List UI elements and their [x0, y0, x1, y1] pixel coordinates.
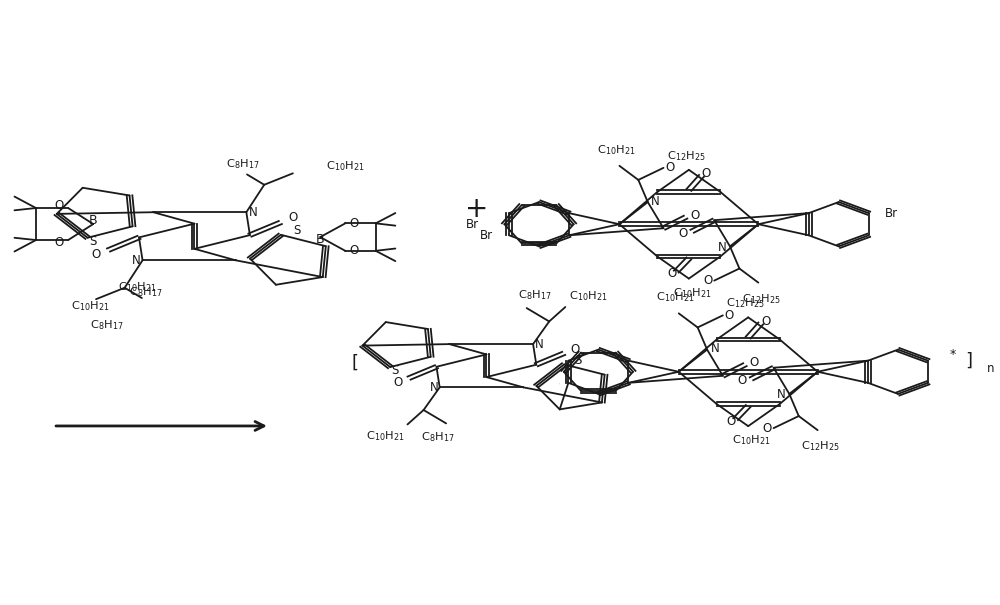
- Text: S: S: [89, 235, 96, 249]
- Text: O: O: [665, 162, 675, 174]
- Text: O: O: [55, 236, 64, 249]
- Text: C$_{10}$H$_{21}$: C$_{10}$H$_{21}$: [597, 143, 636, 157]
- Text: Br: Br: [884, 207, 898, 220]
- Text: N: N: [430, 381, 438, 394]
- Text: O: O: [91, 248, 101, 261]
- Text: ]: ]: [965, 352, 972, 370]
- Text: C$_{10}$H$_{21}$: C$_{10}$H$_{21}$: [732, 433, 770, 447]
- Text: C$_{10}$H$_{21}$: C$_{10}$H$_{21}$: [118, 280, 156, 294]
- Text: O: O: [761, 315, 770, 328]
- Text: Br: Br: [466, 218, 479, 231]
- Text: *: *: [950, 348, 956, 361]
- Text: C$_8$H$_{17}$: C$_8$H$_{17}$: [421, 430, 455, 443]
- Text: C$_8$H$_{17}$: C$_8$H$_{17}$: [518, 288, 551, 301]
- Text: O: O: [726, 414, 735, 428]
- Text: O: O: [288, 212, 297, 224]
- Text: C$_{10}$H$_{21}$: C$_{10}$H$_{21}$: [71, 299, 110, 313]
- Text: N: N: [718, 241, 726, 254]
- Text: O: O: [737, 374, 747, 387]
- Text: O: O: [570, 343, 580, 356]
- Text: N: N: [711, 342, 719, 355]
- Text: C$_{12}$H$_{25}$: C$_{12}$H$_{25}$: [667, 149, 705, 163]
- Text: O: O: [667, 267, 676, 280]
- Text: O: O: [703, 274, 712, 287]
- Text: O: O: [725, 309, 734, 322]
- Text: C$_{12}$H$_{25}$: C$_{12}$H$_{25}$: [801, 439, 840, 453]
- Text: O: O: [762, 422, 772, 434]
- Text: S: S: [391, 364, 398, 378]
- Text: C$_8$H$_{17}$: C$_8$H$_{17}$: [90, 319, 124, 332]
- Text: N: N: [651, 195, 660, 208]
- Text: O: O: [350, 244, 359, 257]
- Text: C$_{12}$H$_{25}$: C$_{12}$H$_{25}$: [726, 296, 765, 310]
- Text: C$_{10}$H$_{21}$: C$_{10}$H$_{21}$: [656, 290, 695, 304]
- Text: S: S: [293, 224, 300, 237]
- Text: N: N: [132, 253, 140, 267]
- Text: O: O: [750, 356, 759, 369]
- Text: B: B: [316, 233, 325, 246]
- Text: C$_8$H$_{17}$: C$_8$H$_{17}$: [129, 285, 163, 299]
- Text: N: N: [777, 388, 786, 401]
- Text: C$_{10}$H$_{21}$: C$_{10}$H$_{21}$: [673, 286, 711, 299]
- Text: +: +: [465, 195, 489, 223]
- Text: n: n: [987, 362, 995, 375]
- Text: C$_{10}$H$_{21}$: C$_{10}$H$_{21}$: [326, 159, 364, 173]
- Text: O: O: [690, 209, 700, 221]
- Text: C$_{12}$H$_{25}$: C$_{12}$H$_{25}$: [742, 292, 781, 306]
- Text: Br: Br: [480, 229, 493, 242]
- Text: O: O: [702, 168, 711, 180]
- Text: C$_{10}$H$_{21}$: C$_{10}$H$_{21}$: [366, 429, 404, 443]
- Text: O: O: [678, 227, 687, 240]
- Text: N: N: [248, 206, 257, 219]
- Text: S: S: [574, 354, 582, 367]
- Text: O: O: [393, 376, 402, 388]
- Text: B: B: [89, 214, 98, 227]
- Text: N: N: [535, 338, 543, 351]
- Text: [: [: [351, 354, 358, 372]
- Text: C$_{10}$H$_{21}$: C$_{10}$H$_{21}$: [569, 289, 607, 302]
- Text: O: O: [55, 199, 64, 212]
- Text: O: O: [350, 217, 359, 230]
- Text: C$_8$H$_{17}$: C$_8$H$_{17}$: [226, 157, 259, 171]
